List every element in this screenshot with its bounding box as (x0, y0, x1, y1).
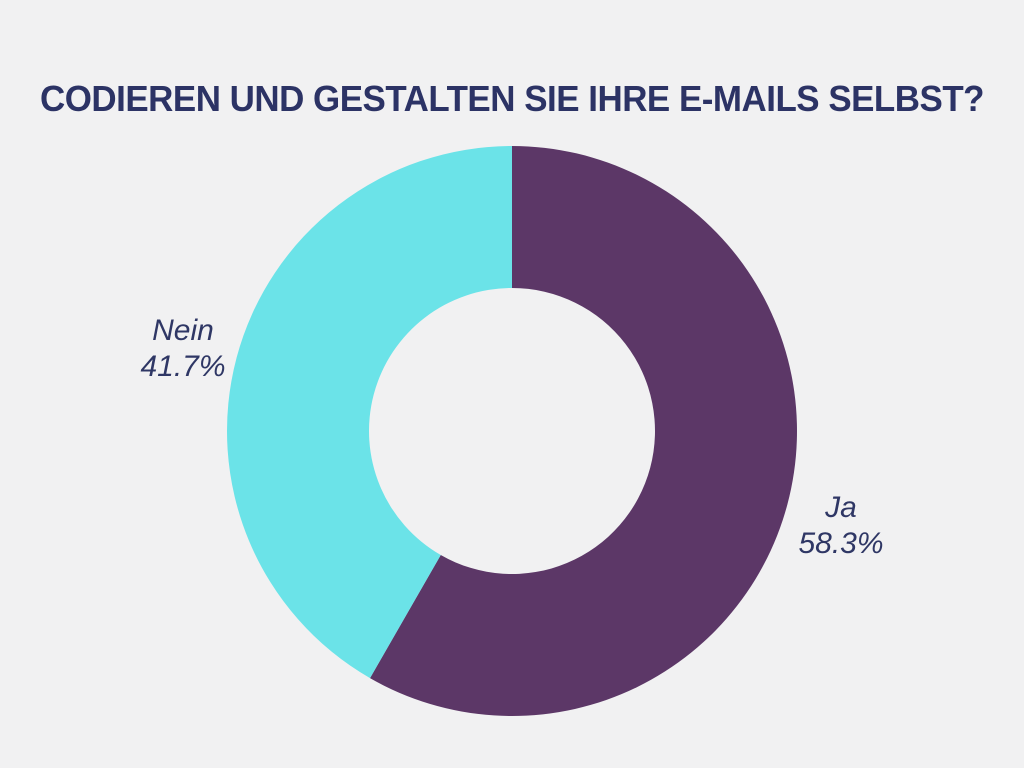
label-ja-name: Ja (825, 491, 857, 524)
label-nein: Nein 41.7% (108, 313, 258, 385)
segment-nein (226, 146, 513, 679)
label-ja: Ja 58.3% (766, 490, 916, 562)
label-nein-value: 41.7% (140, 350, 226, 383)
segment-ja (370, 146, 797, 716)
chart-title: CODIEREN UND GESTALTEN SIE IHRE E-MAILS … (39, 78, 985, 119)
label-nein-name: Nein (152, 314, 214, 347)
label-ja-value: 58.3% (798, 527, 884, 560)
